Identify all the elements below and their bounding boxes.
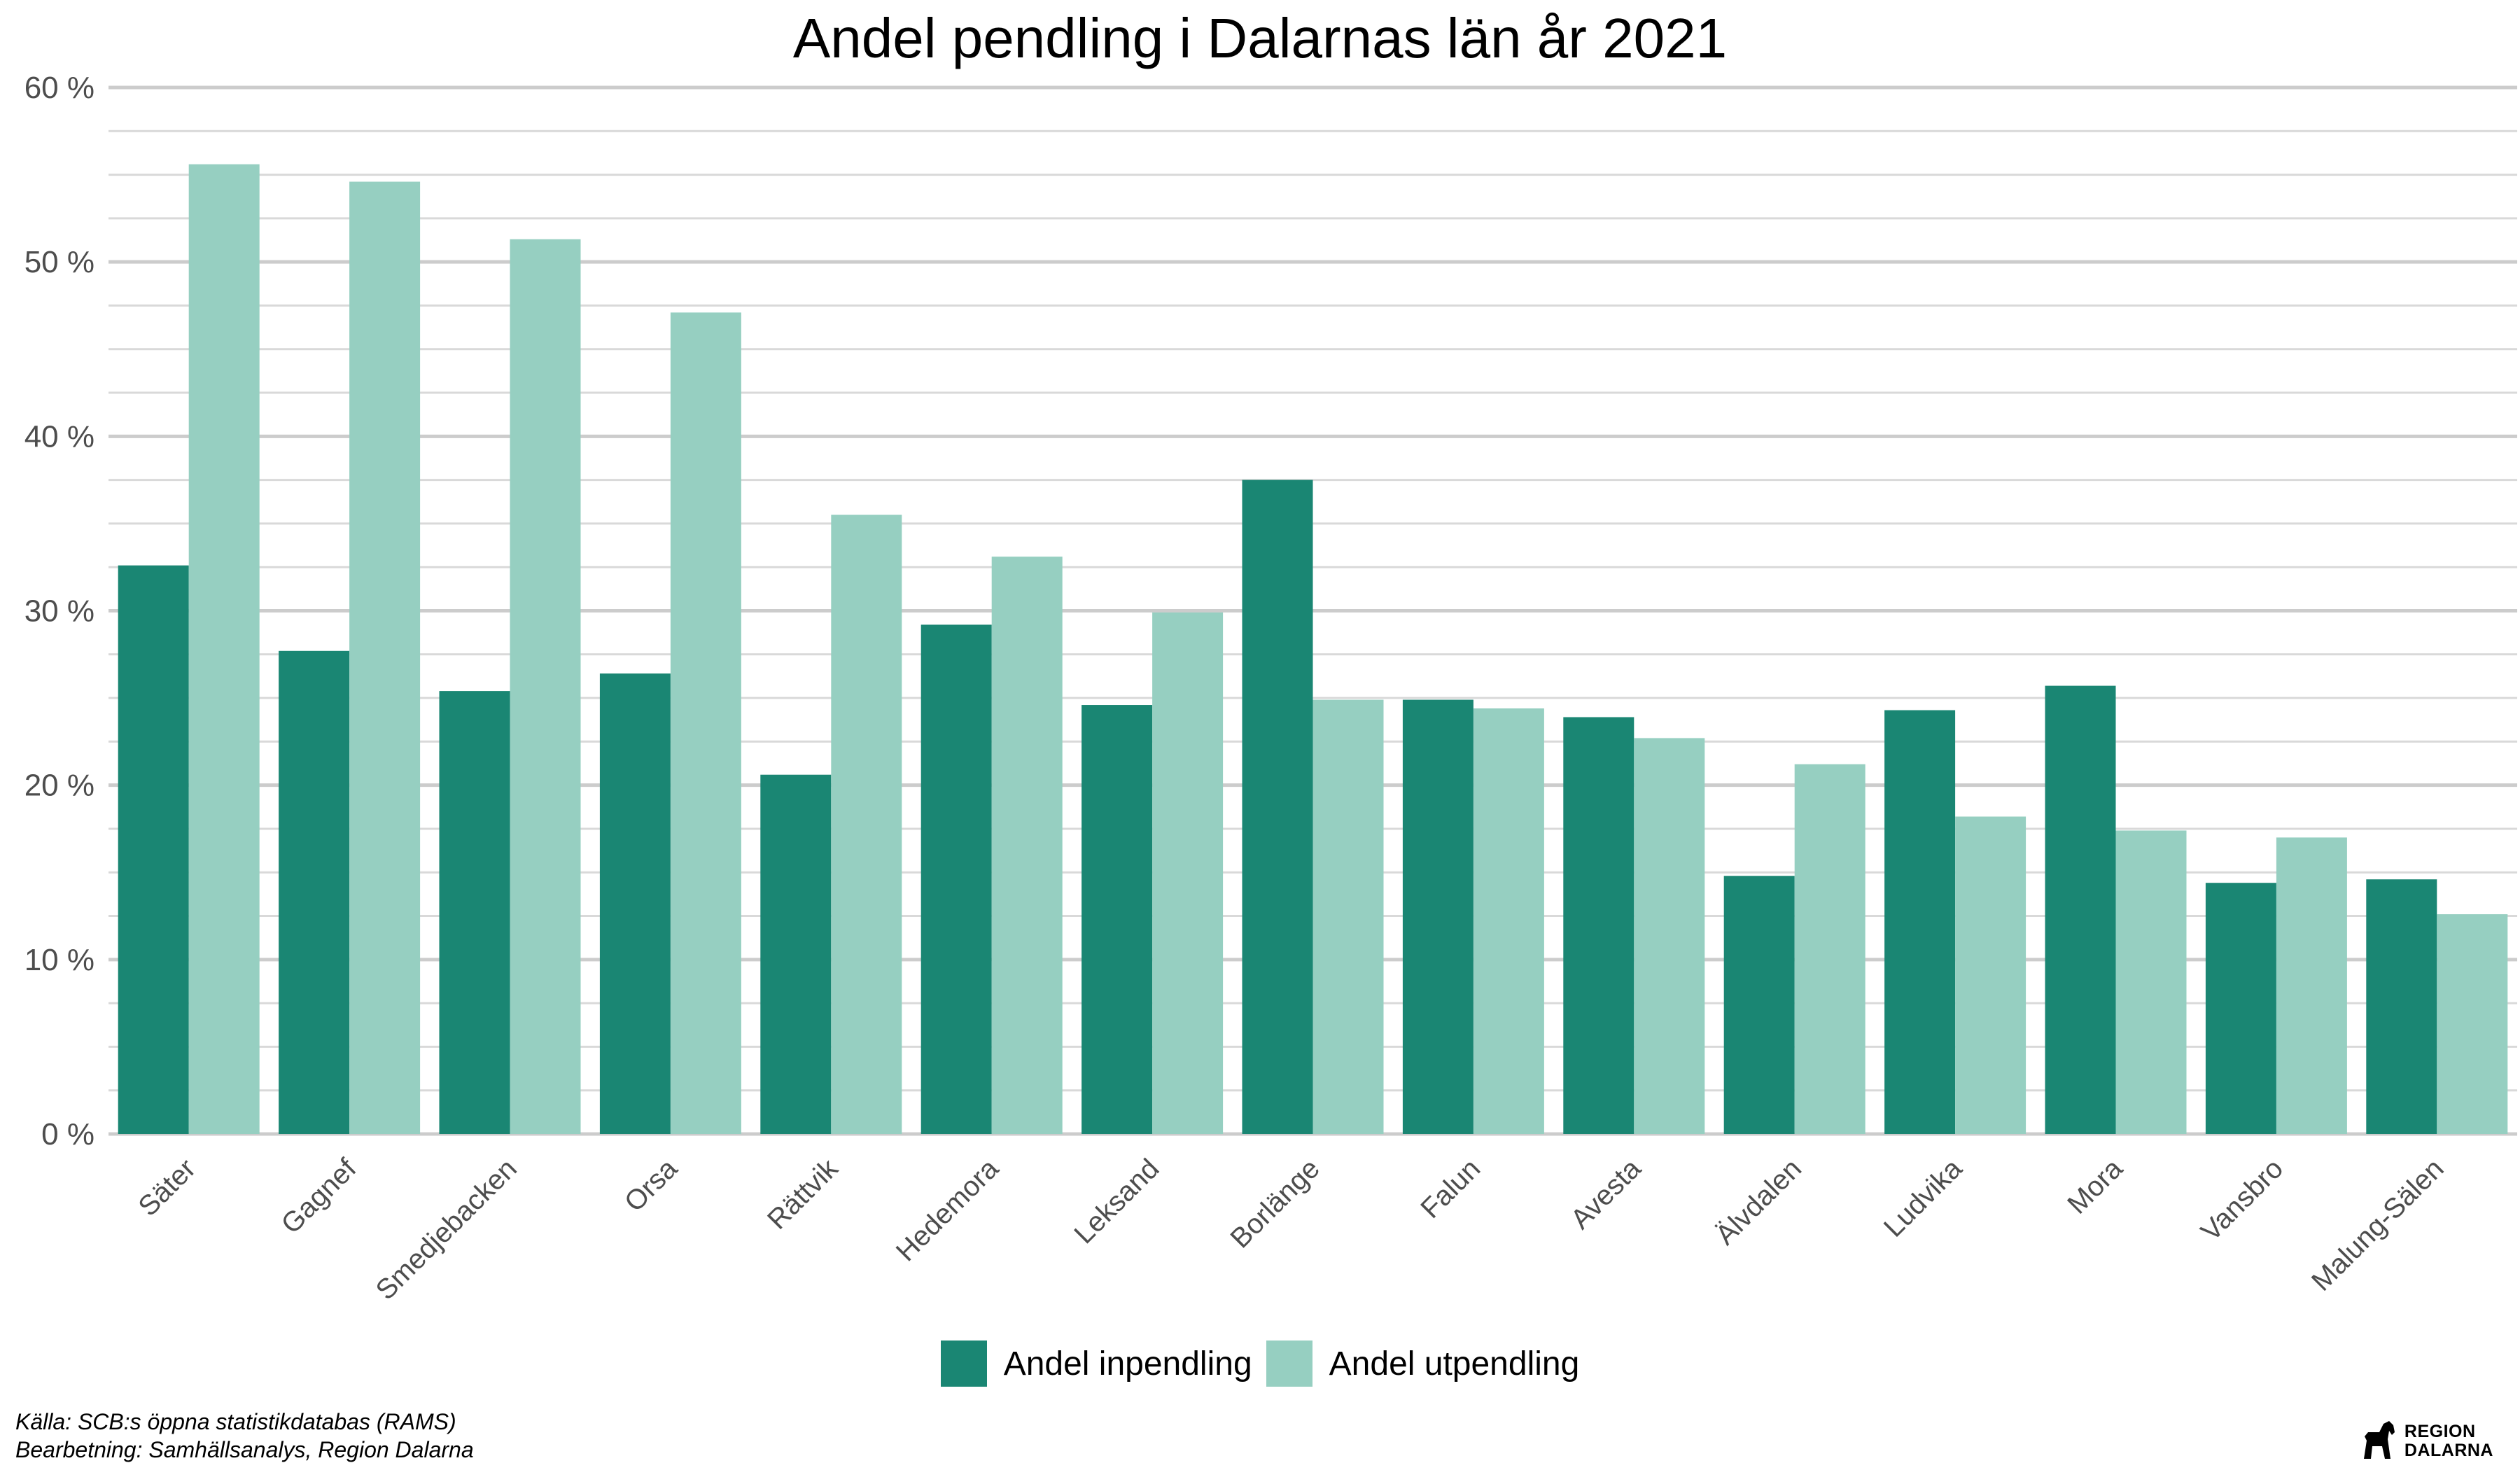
bar-utpendling-11: [1955, 816, 2026, 1134]
x-axis: Säter Gagnef Smedjebacken Orsa Rättvik Hedemo…: [132, 1153, 2449, 1306]
x-tick-label: Malung-Sälen: [2306, 1153, 2450, 1297]
x-tick-label: Älvdalen: [1709, 1153, 1807, 1251]
legend: Andel inpendling Andel utpendling: [0, 1340, 2520, 1387]
source-caption: Källa: SCB:s öppna statistikdatabas (RAM…: [15, 1409, 456, 1434]
x-tick-label: Borlänge: [1225, 1153, 1326, 1254]
x-tick-label: Smedjebacken: [370, 1153, 523, 1306]
bar-utpendling-9: [1634, 738, 1705, 1134]
x-tick-label: Mora: [2062, 1153, 2129, 1220]
bar-utpendling-0: [188, 164, 260, 1135]
bar-utpendling-13: [2276, 837, 2347, 1134]
processing-caption: Bearbetning: Samhällsanalys, Region Dala…: [15, 1437, 474, 1462]
bar-inpendling-10: [1723, 876, 1795, 1134]
y-tick-label: 10 %: [24, 943, 94, 977]
bar-inpendling-6: [1082, 705, 1153, 1134]
bar-utpendling-8: [1473, 708, 1544, 1134]
bar-utpendling-7: [1312, 699, 1384, 1134]
bar-utpendling-14: [2437, 914, 2508, 1134]
bar-utpendling-1: [349, 181, 421, 1134]
legend-swatch-utpendling: [1266, 1340, 1312, 1387]
y-tick-label: 50 %: [24, 245, 94, 279]
bar-inpendling-14: [2366, 879, 2437, 1134]
bar-inpendling-4: [760, 774, 832, 1134]
x-tick-label: Hedemora: [890, 1153, 1005, 1268]
legend-swatch-inpendling: [940, 1340, 987, 1387]
bar-inpendling-13: [2205, 883, 2276, 1134]
bar-inpendling-11: [1884, 710, 1956, 1134]
dala-horse-icon: [2363, 1421, 2395, 1459]
x-tick-label: Ludvika: [1878, 1153, 1968, 1243]
x-tick-label: Rättvik: [762, 1153, 844, 1236]
y-tick-label: 60 %: [24, 71, 94, 105]
legend-item-inpendling: Andel inpendling: [940, 1340, 1252, 1387]
legend-item-utpendling: Andel utpendling: [1266, 1340, 1580, 1387]
bar-inpendling-3: [599, 673, 671, 1134]
bar-inpendling-8: [1402, 699, 1474, 1134]
y-tick-label: 30 %: [24, 594, 94, 629]
region-logo: REGION DALARNA: [2358, 1417, 2493, 1460]
x-tick-label: Leksand: [1068, 1153, 1165, 1250]
y-tick-label: 0 %: [41, 1117, 94, 1152]
bar-utpendling-6: [1152, 612, 1224, 1134]
chart-title: Andel pendling i Dalarnas län år 2021: [793, 7, 1727, 69]
y-tick-label: 20 %: [24, 769, 94, 803]
bar-utpendling-4: [831, 514, 902, 1134]
bar-inpendling-2: [439, 691, 510, 1134]
bar-inpendling-0: [118, 565, 189, 1134]
legend-label-utpendling: Andel utpendling: [1329, 1345, 1580, 1382]
x-tick-label: Avesta: [1565, 1153, 1648, 1236]
x-tick-label: Gagnef: [276, 1153, 363, 1240]
bar-inpendling-5: [920, 624, 992, 1134]
legend-label-inpendling: Andel inpendling: [1003, 1345, 1252, 1382]
bar-inpendling-9: [1563, 717, 1634, 1134]
bar-inpendling-7: [1242, 479, 1313, 1134]
x-tick-label: Vansbro: [2195, 1153, 2289, 1247]
bar-inpendling-12: [2045, 685, 2116, 1134]
bar-utpendling-2: [510, 239, 581, 1134]
bars: [118, 164, 2508, 1135]
bar-utpendling-5: [991, 556, 1063, 1134]
x-tick-label: Säter: [132, 1153, 202, 1222]
logo-line2: DALARNA: [2404, 1441, 2493, 1460]
x-tick-label: Orsa: [619, 1153, 684, 1218]
logo-line1: REGION: [2404, 1422, 2476, 1441]
bar-utpendling-12: [2115, 830, 2187, 1134]
y-axis: 0 % 10 % 20 % 30 % 40 % 50 % 60 %: [24, 71, 94, 1152]
x-tick-label: Falun: [1415, 1153, 1486, 1224]
bar-utpendling-3: [670, 312, 741, 1134]
y-tick-label: 40 %: [24, 419, 94, 454]
bar-utpendling-10: [1794, 764, 1865, 1134]
bar-inpendling-1: [279, 650, 350, 1134]
logo-text: REGION DALARNA: [2402, 1422, 2493, 1460]
